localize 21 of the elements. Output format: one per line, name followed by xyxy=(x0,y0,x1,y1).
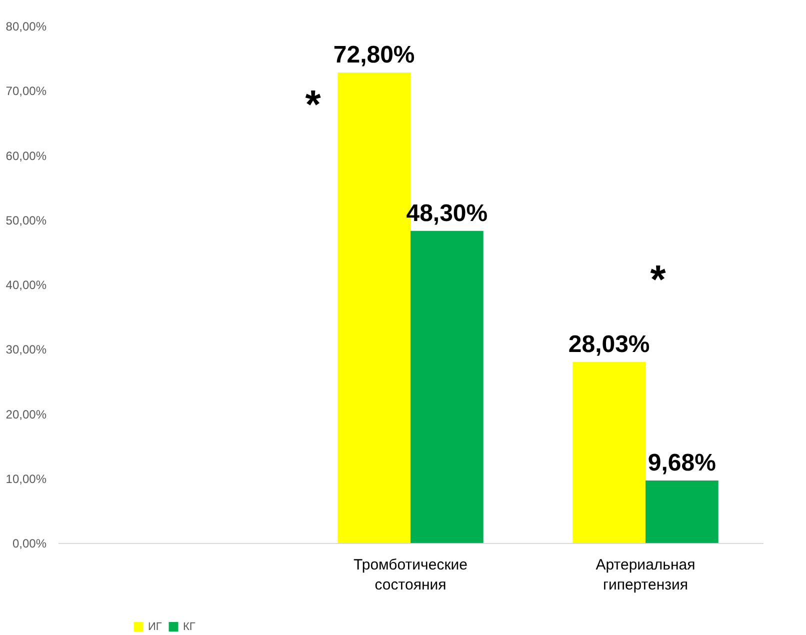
annotation: * xyxy=(305,83,322,127)
y-tick-label: 40,00% xyxy=(6,278,47,292)
legend-label: ИГ xyxy=(148,620,162,633)
data-label: 9,68% xyxy=(648,449,716,476)
data-label: 28,03% xyxy=(568,330,650,358)
y-tick-label: 10,00% xyxy=(6,472,47,486)
y-tick-label: 50,00% xyxy=(6,213,47,228)
bar xyxy=(572,362,646,543)
y-tick-label: 70,00% xyxy=(6,84,47,98)
x-tick-label: Артериальная гипертензия xyxy=(596,556,696,594)
y-tick-label: 20,00% xyxy=(6,407,47,422)
y-tick-label: 60,00% xyxy=(6,148,47,163)
y-tick-label: 80,00% xyxy=(6,20,47,34)
annotation: * xyxy=(650,258,666,302)
bar xyxy=(646,480,718,543)
bar xyxy=(410,230,484,543)
x-tick-label: Тромботические состояния xyxy=(354,556,468,594)
y-tick-label: 0,00% xyxy=(12,536,47,550)
data-label: 72,80% xyxy=(333,42,415,69)
legend-label: КГ xyxy=(183,620,196,633)
y-tick-label: 30,00% xyxy=(6,342,47,357)
